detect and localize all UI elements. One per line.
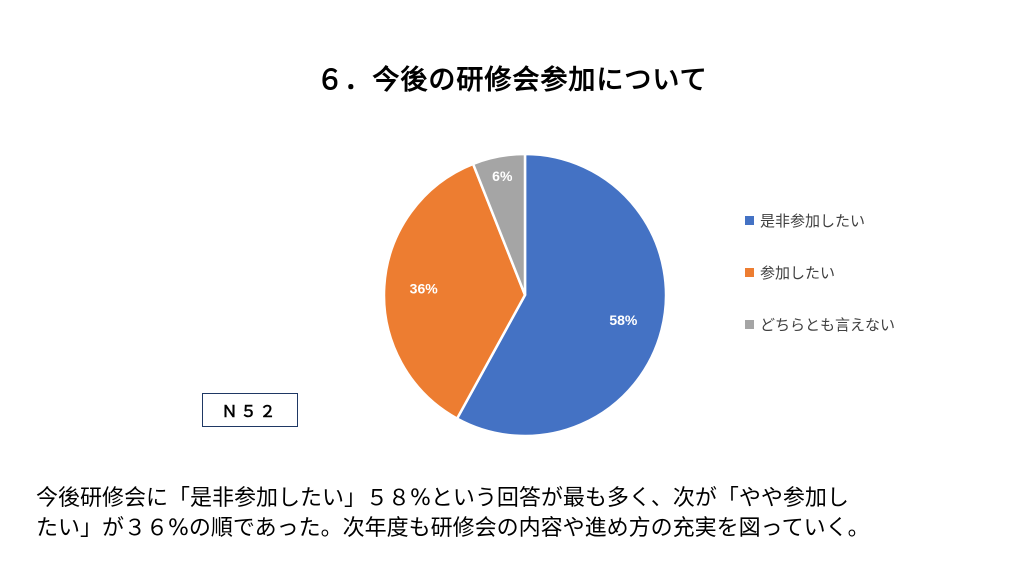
pie-slice-2	[382, 162, 527, 421]
pie-data-label-2: 36%	[410, 281, 439, 297]
caption-line-2: たい」が３６%の順であった。次年度も研修会の内容や進め方の充実を図っていく。	[36, 516, 870, 541]
legend-swatch-1	[745, 216, 754, 225]
legend-item-1: 是非参加したい	[745, 210, 865, 231]
legend-swatch-2	[745, 268, 754, 277]
caption-line-1: 今後研修会に「是非参加したい」５８%という回答が最も多く、次が「やや参加し	[36, 486, 849, 511]
caption: 今後研修会に「是非参加したい」５８%という回答が最も多く、次が「やや参加し たい…	[36, 484, 1011, 544]
chart-title: ６．今後の研修会参加について	[316, 65, 708, 96]
legend-label-2: 参加したい	[760, 264, 836, 282]
legend-swatch-3	[745, 320, 754, 329]
legend-item-2: 参加したい	[745, 262, 835, 283]
legend-label-1: 是非参加したい	[760, 212, 866, 230]
legend-label-3: どちらとも言えない	[760, 316, 896, 334]
pie-slice-3	[471, 152, 527, 296]
sample-size-box: Ｎ５２	[202, 393, 298, 427]
pie-data-label-1: 58%	[609, 312, 638, 328]
pie-chart: 58% 36% 6%	[382, 152, 668, 438]
legend-item-3: どちらとも言えない	[745, 314, 895, 335]
pie-slice-1	[455, 152, 668, 438]
pie-data-label-3: 6%	[492, 168, 513, 184]
